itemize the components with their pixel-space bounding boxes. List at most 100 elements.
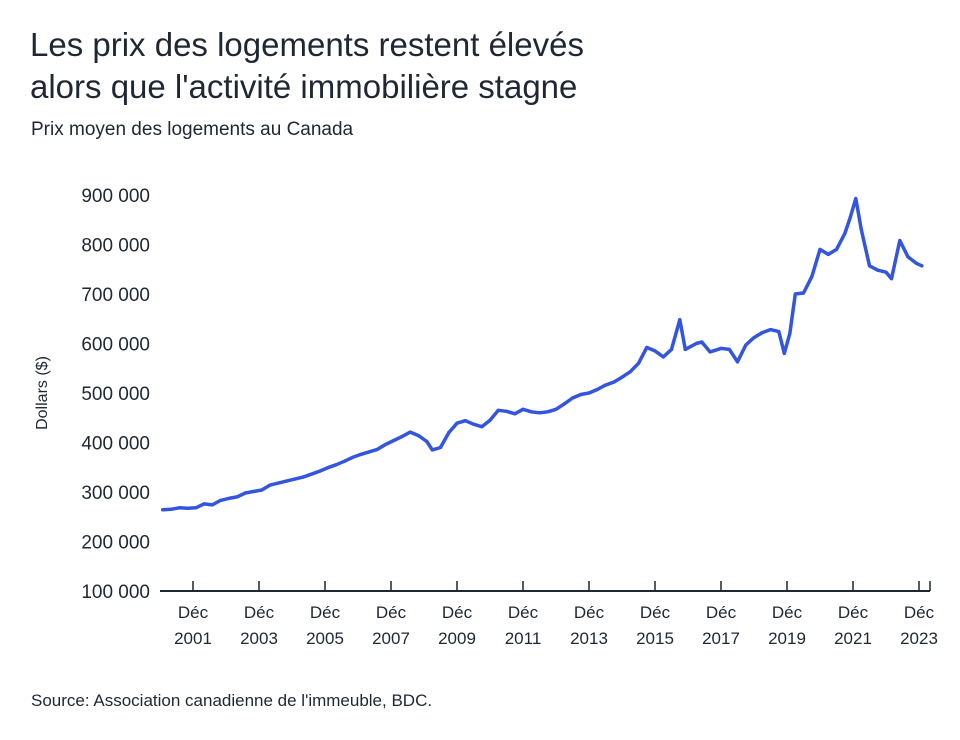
data-point (920, 264, 924, 268)
x-tick-label-year: 2001 (174, 629, 212, 648)
y-tick-label: 200 000 (81, 533, 150, 554)
data-point (185, 506, 190, 510)
data-point (334, 463, 338, 467)
data-point (416, 433, 421, 438)
data-point (235, 495, 239, 499)
data-point (488, 418, 492, 422)
data-point (537, 411, 542, 415)
data-point (694, 341, 698, 346)
x-tick-label-month: Déc (310, 603, 341, 622)
x-tick-label-year: 2013 (570, 629, 608, 648)
y-axis-label: Dollars ($) (34, 356, 51, 430)
x-tick-label-month: Déc (838, 603, 869, 622)
data-point (342, 459, 346, 463)
x-tick-label-month: Déc (508, 603, 539, 622)
data-point (834, 247, 839, 252)
data-point (383, 442, 388, 447)
data-point (744, 343, 748, 347)
data-point (504, 409, 509, 413)
x-tick-label-year: 2023 (900, 629, 938, 648)
x-tick-label-year: 2019 (768, 629, 806, 648)
data-point (455, 421, 459, 425)
y-tick-label: 300 000 (81, 483, 150, 504)
data-point (700, 340, 704, 344)
data-point (359, 452, 363, 456)
x-tick-label-year: 2015 (636, 629, 674, 648)
data-point (430, 448, 434, 452)
data-point (661, 355, 665, 359)
data-point (227, 496, 231, 501)
y-tick-label: 700 000 (81, 285, 150, 306)
data-point (293, 477, 297, 481)
x-tick-label-year: 2017 (702, 629, 740, 648)
data-point (782, 351, 786, 355)
x-tick-label-month: Déc (376, 603, 407, 622)
chart-title-line-2: alors que l'activité immobilière stagne (30, 68, 578, 105)
data-point (169, 507, 173, 511)
data-point (818, 247, 822, 252)
x-tick-label-month: Déc (244, 603, 275, 622)
data-point (628, 370, 632, 374)
data-point (801, 291, 806, 295)
data-point (603, 383, 608, 387)
data-point (735, 360, 740, 364)
data-point (392, 438, 396, 443)
data-point (375, 447, 379, 452)
x-tick-label-month: Déc (574, 603, 605, 622)
x-tick-label-year: 2021 (834, 629, 872, 648)
y-axis: 100 000 200 000 300 000 400 000 500 000 600 0… (81, 186, 150, 603)
data-point (653, 349, 657, 353)
data-point (678, 318, 682, 322)
y-tick-label: 900 000 (81, 186, 150, 207)
data-point (326, 466, 330, 470)
data-point (447, 431, 451, 435)
data-point (914, 261, 918, 265)
data-point (438, 445, 443, 450)
data-point (708, 350, 712, 354)
data-point (889, 277, 894, 281)
data-point (848, 215, 852, 219)
data-point (194, 506, 198, 510)
data-point (268, 483, 272, 487)
data-point (810, 275, 814, 279)
data-point (636, 361, 641, 365)
data-point (251, 489, 256, 494)
data-point (480, 425, 484, 429)
data-point (425, 439, 429, 444)
x-tick-label-year: 2003 (240, 629, 278, 648)
x-tick-label-year: 2007 (372, 629, 410, 648)
chart-title: Les prix des logements restent élevés al… (30, 24, 910, 108)
data-point (521, 407, 525, 411)
data-point (884, 270, 888, 274)
x-tick-label-month: Déc (706, 603, 737, 622)
data-point (463, 419, 467, 423)
data-point (859, 228, 863, 232)
chart-title-line-1: Les prix des logements restent élevés (30, 26, 584, 63)
data-point (898, 238, 902, 243)
data-point (719, 346, 723, 351)
data-point (350, 455, 355, 459)
x-tick-label-month: Déc (178, 603, 209, 622)
y-tick-label: 600 000 (81, 335, 150, 356)
data-point (752, 335, 756, 340)
data-point (570, 396, 575, 400)
data-point (906, 255, 910, 259)
data-point (777, 330, 781, 334)
y-tick-label: 400 000 (81, 434, 150, 455)
data-point (876, 268, 880, 272)
y-tick-label: 800 000 (81, 236, 150, 257)
data-point (260, 488, 264, 492)
series-layer (161, 196, 924, 512)
data-point (471, 422, 476, 426)
x-tick-label-month: Déc (640, 603, 671, 622)
x-tick-label-year: 2011 (505, 629, 542, 648)
data-point (554, 407, 558, 411)
data-point (161, 508, 165, 512)
data-point (843, 232, 847, 236)
data-point (529, 410, 533, 414)
y-tick-label: 100 000 (81, 582, 150, 603)
data-point (620, 375, 624, 379)
data-point (301, 475, 305, 479)
data-point (243, 491, 247, 495)
data-point (669, 347, 674, 352)
